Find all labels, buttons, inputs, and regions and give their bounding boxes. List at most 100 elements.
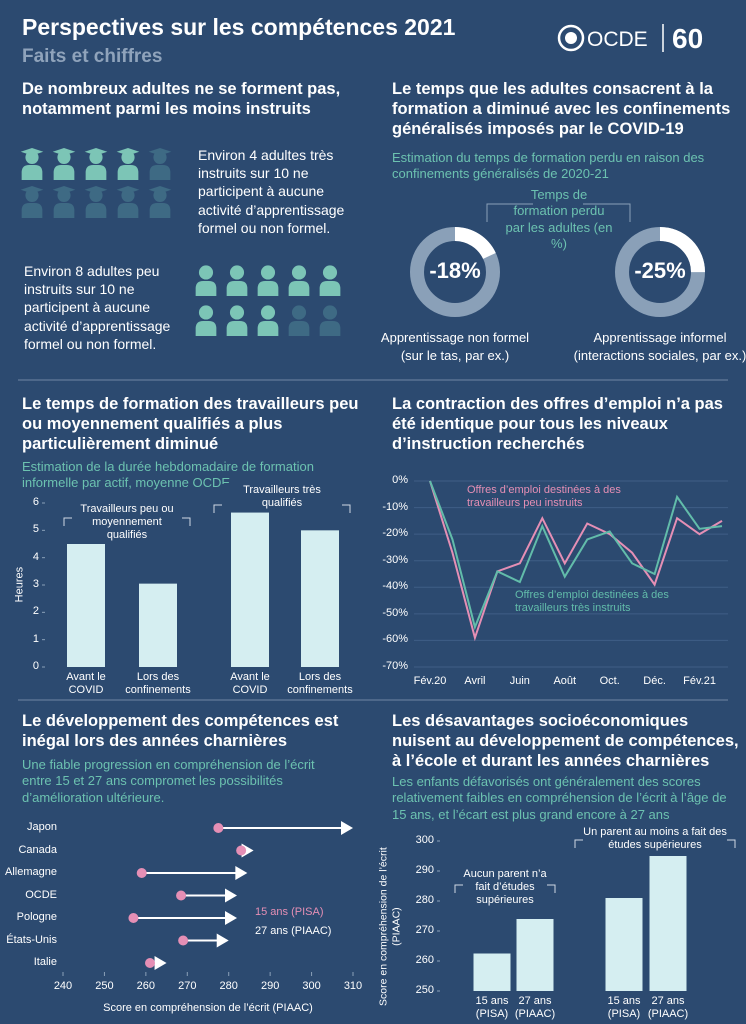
x-tick-label: 27 ans (PIAAC) — [647, 995, 689, 1021]
x-tick-label: 300 — [302, 980, 321, 992]
x-tick-label: Avant le COVID — [66, 671, 106, 697]
logo — [557, 24, 664, 52]
y-tick-label: 3 — [32, 578, 39, 590]
series-label: Offres d’emploi destinées à des travaill… — [515, 589, 669, 615]
y-tick-label: 0 — [32, 660, 39, 672]
x-tick-label: Fév.20 — [413, 675, 447, 687]
page-subtitle: Faits et chiffres — [22, 46, 163, 67]
x-tick-label: 15 ans (PISA) — [475, 995, 509, 1021]
arrow-head — [225, 911, 237, 925]
dot — [136, 868, 147, 878]
arrow-head — [216, 933, 229, 948]
y-tick-label: 2 — [32, 605, 39, 618]
donut-caption: Apprentissage non formel — [380, 330, 530, 345]
arrow-head — [225, 888, 237, 903]
arrow — [133, 911, 237, 925]
line-series — [429, 480, 723, 642]
x-tick-label: 280 — [219, 980, 238, 992]
category-label: OCDE — [25, 888, 57, 901]
x-tick-label: Lors des confinements — [287, 671, 353, 697]
chart-title: La contraction des offres d’emploi n’a p… — [392, 395, 723, 453]
y-tick-label: -70% — [382, 660, 408, 672]
dot — [213, 823, 224, 833]
series-label: Offres d’emploi destinées à des travaill… — [467, 484, 621, 510]
y-tick-label: 290 — [415, 864, 434, 876]
donut-arc — [410, 227, 500, 317]
group-label: Un parent au moins a fait des études sup… — [583, 826, 727, 853]
chart-title: Le temps de formation des travailleurs p… — [22, 395, 359, 453]
chart-title: Les désavantages socioéconomiques nuisen… — [392, 712, 739, 770]
label-bracket — [486, 203, 631, 222]
group-label: Travailleurs peu ou moyennement qualifié… — [72, 503, 182, 543]
x-tick-label: 250 — [95, 980, 114, 992]
dot — [128, 913, 139, 923]
bar — [231, 512, 269, 667]
bar — [605, 898, 643, 991]
category-label: États-Unis — [6, 933, 57, 946]
y-tick-label: 6 — [32, 496, 39, 508]
legend-entry: 27 ans (PIAAC) — [255, 925, 332, 937]
line-series — [429, 480, 723, 631]
page-title: Perspectives sur les compétences 2021 — [22, 14, 456, 40]
section-title: De nombreux adultes ne se forment pas, n… — [22, 80, 341, 118]
dot — [178, 935, 189, 946]
y-tick-label: -30% — [382, 553, 408, 566]
bar — [139, 583, 177, 667]
dot — [236, 845, 247, 856]
legend-entry: 15 ans (PISA) — [255, 906, 324, 918]
bar — [301, 530, 339, 667]
y-tick-label: -40% — [382, 580, 408, 593]
x-tick-label: Fév.21 — [683, 675, 716, 687]
section-subtitle: Estimation du temps de formation perdu e… — [392, 150, 705, 182]
y-tick-label: 270 — [415, 924, 434, 936]
category-label: Pologne — [16, 911, 57, 923]
category-label: Canada — [18, 843, 57, 856]
x-tick-label: Oct. — [599, 675, 620, 687]
y-tick-label: 300 — [415, 834, 434, 846]
dot — [145, 958, 155, 968]
donut-value: -18% — [429, 258, 481, 283]
donut-value: -25% — [634, 258, 686, 283]
arrow-head — [154, 956, 167, 970]
bar — [516, 919, 554, 991]
y-tick-label: 260 — [415, 954, 434, 966]
bar — [473, 953, 511, 991]
x-tick-label: Déc. — [643, 675, 666, 687]
x-tick-label: Juin — [509, 675, 530, 687]
arrow — [218, 821, 353, 835]
arrow-head — [235, 866, 248, 880]
y-tick-label: 0% — [392, 474, 408, 486]
category-label: Italie — [33, 956, 57, 968]
arrow-head — [341, 821, 353, 835]
y-tick-label: -60% — [382, 633, 408, 646]
y-tick-label: 4 — [32, 550, 39, 563]
high-skilled-icons — [20, 148, 172, 218]
x-tick-label: 290 — [260, 980, 280, 992]
logo-text: OCDE — [587, 28, 648, 51]
x-tick-label: Avant le COVID — [230, 671, 270, 697]
donut-center-label: Temps de formation perdu par les adultes… — [505, 187, 613, 251]
y-tick-label: -10% — [382, 500, 408, 513]
arrow — [181, 888, 237, 903]
fact-text: Environ 8 adultes peu instruits sur 10 n… — [24, 263, 171, 352]
donut-caption: (sur le tas, par ex.) — [400, 348, 510, 363]
donut-caption: (interactions sociales, par ex.) — [573, 348, 746, 363]
dot — [176, 890, 187, 901]
x-tick-label: 15 ans (PISA) — [607, 995, 641, 1021]
chart-subtitle: Une fiable progression en compréhension … — [22, 757, 315, 805]
x-tick-label: Lors des confinements — [125, 671, 191, 697]
arrow — [183, 933, 229, 948]
chart-subtitle: Estimation de la durée hebdomadaire de f… — [22, 459, 314, 491]
chart-title: Le développement des compétences est iné… — [22, 712, 339, 750]
group-label: Travailleurs très qualifiés — [222, 484, 342, 511]
y-tick-label: 5 — [32, 523, 39, 536]
bar — [67, 544, 105, 667]
arrow — [141, 866, 248, 880]
x-tick-label: 27 ans (PIAAC) — [514, 995, 556, 1021]
y-tick-label: 250 — [415, 984, 434, 996]
donut-arc — [615, 227, 705, 317]
bar — [649, 856, 687, 991]
fact-text: Environ 4 adultes très instruits sur 10 … — [198, 147, 345, 236]
